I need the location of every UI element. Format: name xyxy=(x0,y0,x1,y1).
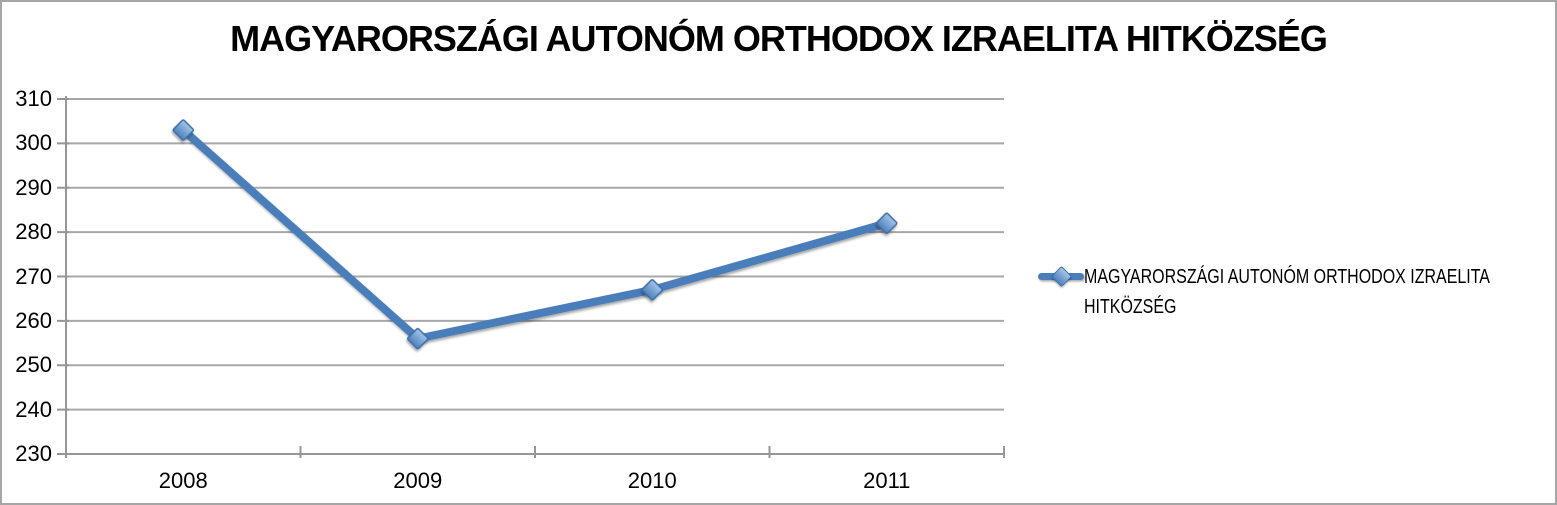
legend-series-marker-icon xyxy=(1038,262,1084,292)
y-axis-tick-label: 270 xyxy=(15,263,52,289)
series-line xyxy=(179,126,891,343)
legend-series-label: MAGYARORSZÁGI AUTONÓM ORTHODOX IZRAELITA… xyxy=(1084,266,1490,318)
y-axis-tick-label: 280 xyxy=(15,219,52,245)
x-axis-tick-label: 2011 xyxy=(863,468,911,493)
y-axis-tick-label: 290 xyxy=(15,174,52,200)
x-axis-tick-label: 2010 xyxy=(627,468,677,493)
x-axis-tick-label: 2009 xyxy=(393,468,443,493)
y-axis-tick-label: 300 xyxy=(15,130,52,156)
y-axis-tick-label: 240 xyxy=(15,396,52,422)
y-axis-tick-label: 230 xyxy=(15,441,52,466)
data-point-marker xyxy=(407,327,429,350)
y-axis-tick-label: 310 xyxy=(15,86,52,111)
data-point-marker xyxy=(172,119,194,141)
x-axis-tick-label: 2008 xyxy=(158,468,208,493)
legend: MAGYARORSZÁGI AUTONÓM ORTHODOX IZRAELITA… xyxy=(1038,262,1555,322)
data-point-marker xyxy=(876,212,898,234)
data-point-marker xyxy=(641,279,663,301)
y-axis-tick-label: 250 xyxy=(15,352,52,378)
chart-title: MAGYARORSZÁGI AUTONÓM ORTHODOX IZRAELITA… xyxy=(230,18,1328,59)
y-axis-tick-label: 260 xyxy=(15,307,52,333)
legend-diamond-icon xyxy=(1050,265,1073,288)
